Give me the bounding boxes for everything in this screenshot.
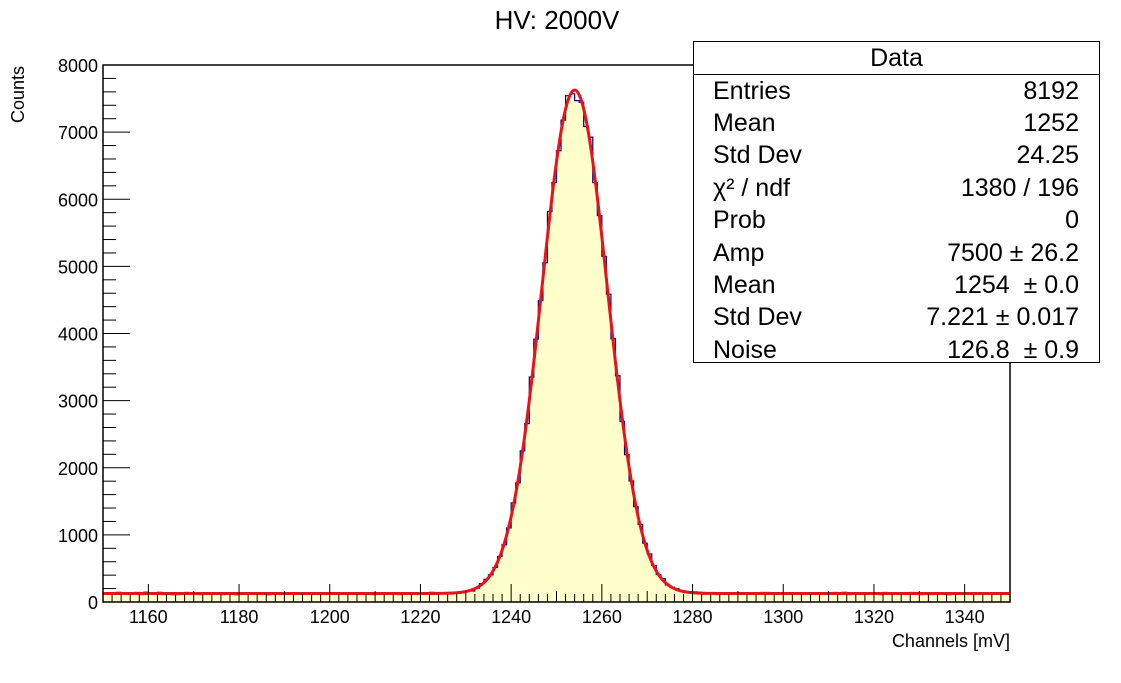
x-tick-label: 1220 [400,607,440,627]
stats-row-label: Mean [713,271,776,300]
x-axis-label: Channels [mV] [892,631,1010,651]
stats-row: Entries 8192 [694,75,1099,107]
y-axis-label: Counts [8,66,28,123]
y-tick-label: 2000 [58,459,98,479]
stats-row: χ² / ndf 1380 / 196 [694,172,1099,204]
y-tick-label: 5000 [58,257,98,277]
stats-row-label: Prob [713,206,766,235]
stats-row-value: 8192 [1023,76,1079,105]
stats-row-value: 0 [1065,206,1079,235]
stats-row: Amp 7500 ± 26.2 [694,237,1099,269]
stats-row-value: 24.25 [1016,141,1079,170]
stats-row-label: Std Dev [713,303,802,332]
stats-row-value: 126.8 ± 0.9 [947,335,1079,364]
x-tick-label: 1340 [945,607,985,627]
y-tick-label: 1000 [58,526,98,546]
x-tick-label: 1200 [310,607,350,627]
y-tick-label: 0 [88,593,98,613]
stats-row: Std Dev 24.25 [694,140,1099,172]
stats-row: Prob 0 [694,205,1099,237]
stats-rows: Entries 8192 Mean 1252 Std Dev 24.25 χ² / ndf 1… [694,75,1099,367]
stats-row-value: 1380 / 196 [960,173,1079,202]
y-tick-label: 4000 [58,325,98,345]
stats-row: Mean 1254 ± 0.0 [694,269,1099,301]
x-tick-label: 1280 [673,607,713,627]
x-tick-label: 1320 [854,607,894,627]
stats-row-label: Noise [713,335,777,364]
histogram-fill [103,93,1010,602]
stats-row-label: Std Dev [713,141,802,170]
y-tick-label: 7000 [58,123,98,143]
x-tick-label: 1180 [220,607,259,627]
y-tick-label: 8000 [58,56,98,76]
stats-box: Data Entries 8192 Mean 1252 Std Dev 24.25 χ² /… [693,41,1100,364]
stats-row: Mean 1252 [694,107,1099,139]
chart-title: HV: 2000V [495,5,620,35]
axis-ticks: 1160 1180 1200 1220 1240 1260 1280 1300 1320 1340… [58,56,1011,627]
stats-row-label: Entries [713,76,791,105]
y-tick-label: 3000 [58,392,98,412]
x-tick-label: 1260 [582,607,622,627]
stats-box-title: Data [694,42,1099,75]
stats-row-value: 7.221 ± 0.017 [926,303,1079,332]
x-tick-label: 1300 [763,607,803,627]
x-tick-label: 1240 [491,607,531,627]
stats-row-label: Amp [713,238,765,267]
stats-row-value: 7500 ± 26.2 [947,238,1079,267]
fit-curve-layer [103,88,1010,595]
stats-row-value: 1252 [1023,109,1079,138]
stats-row: Noise 126.8 ± 0.9 [694,334,1099,366]
y-tick-label: 6000 [58,190,98,210]
fit-curve [103,88,1010,595]
x-tick-label: 1160 [129,607,168,627]
stats-row-value: 1254 ± 0.0 [954,271,1079,300]
stats-row-label: χ² / ndf [713,173,791,202]
stats-row-label: Mean [713,109,776,138]
stats-row: Std Dev 7.221 ± 0.017 [694,302,1099,334]
